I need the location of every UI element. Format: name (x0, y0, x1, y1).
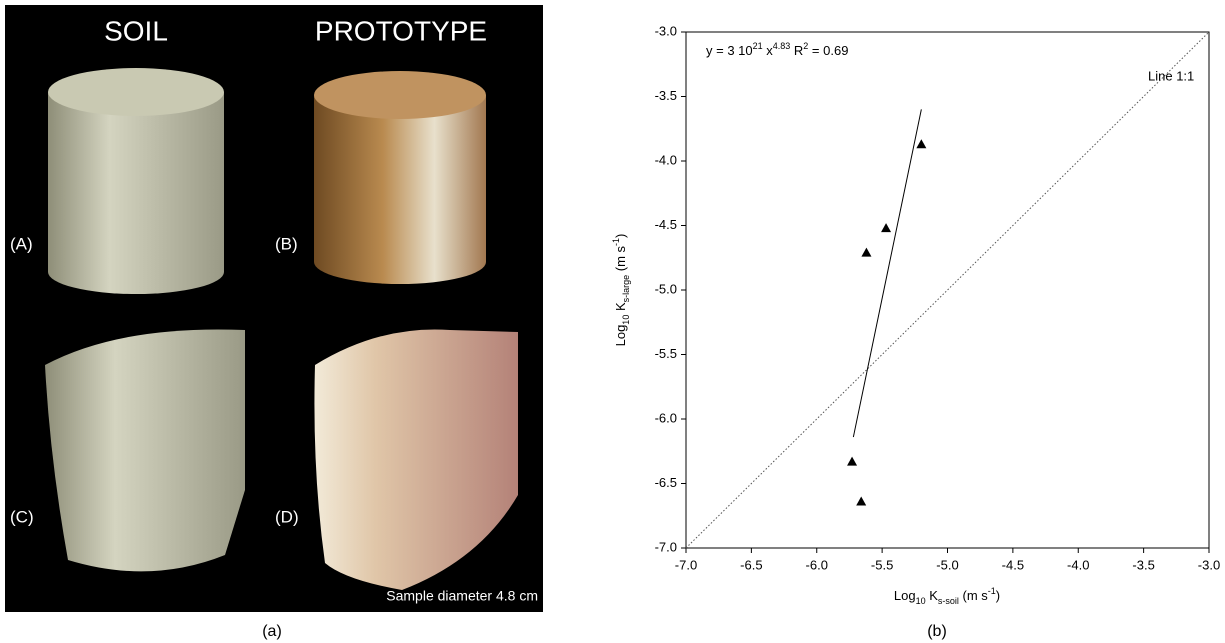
y-label-part: 10 (621, 315, 631, 325)
x-tick-label: -5.0 (936, 557, 958, 572)
y-tick-label: -7.0 (655, 539, 677, 554)
column-title: PROTOTYPE (315, 15, 487, 46)
x-label-part: (m s (959, 588, 988, 603)
x-tick-label: -3.5 (1132, 557, 1154, 572)
y-label-part: ) (613, 234, 628, 238)
x-label-part: 10 (916, 596, 926, 606)
x-label-part: s-soil (938, 596, 959, 606)
soil-cylinder (48, 92, 224, 294)
y-tick-label: -5.0 (655, 281, 677, 296)
y-tick-label: -3.5 (655, 88, 677, 103)
x-tick-label: -4.5 (1002, 557, 1024, 572)
y-tick-label: -6.0 (655, 410, 677, 425)
y-label-part: s-large (621, 275, 631, 303)
panel-label: (B) (275, 234, 298, 253)
caption: Sample diameter 4.8 cm (386, 588, 538, 604)
y-tick-label: -5.5 (655, 346, 677, 361)
y-tick-label: -3.0 (655, 23, 677, 38)
annotation-part: y = 3 10 (706, 43, 753, 58)
point (881, 223, 892, 233)
x-label: Log10 Ks-soil (m s-1) (894, 586, 1000, 606)
x-tick-label: -6.5 (740, 557, 762, 572)
y-label-part: K (613, 302, 628, 315)
annotation-part: x (763, 43, 774, 58)
annotation-part: R (790, 43, 803, 58)
y-tick-label: -4.0 (655, 152, 677, 167)
point (916, 139, 927, 149)
x-label-part: Log (894, 588, 916, 603)
soil-cut (45, 329, 245, 572)
figure-label: (b) (927, 623, 947, 640)
identity-line (685, 31, 1210, 549)
y-label: Log10 Ks-large (m s-1) (611, 234, 631, 347)
annotation-part: 2 (803, 41, 808, 51)
x-label-part: ) (996, 588, 1000, 603)
x-label-part: K (926, 588, 939, 603)
point (861, 247, 872, 257)
y-tick-label: -6.5 (655, 475, 677, 490)
y-label-part: -1 (611, 238, 621, 246)
annotation-part: 21 (753, 41, 763, 51)
x-label-part: -1 (988, 586, 996, 596)
x-tick-label: -5.5 (871, 557, 893, 572)
y-tick-label: -4.5 (655, 217, 677, 232)
x-tick-label: -7.0 (675, 557, 697, 572)
x-tick-label: -3.0 (1198, 557, 1220, 572)
fit-line (852, 109, 922, 438)
figure-label: (a) (262, 623, 282, 640)
annotation-part: = 0.69 (808, 43, 848, 58)
photo-panel: SOIL PROTOTYPE (A) (B) (C) (D) Sample di… (5, 5, 543, 612)
prototype-cut (314, 329, 518, 590)
annotation: y = 3 1021 x4.83 R2 = 0.69 (706, 41, 848, 58)
x-tick-label: -4.0 (1067, 557, 1089, 572)
soil-top (48, 68, 224, 116)
prototype-cylinder (314, 95, 486, 284)
annotation-part: 4.83 (773, 41, 791, 51)
identity-label: Line 1:1 (1148, 68, 1194, 83)
point (847, 456, 858, 466)
panel-label: (C) (10, 507, 34, 526)
y-label-part: Log (613, 325, 628, 347)
panel-label: (A) (10, 234, 33, 253)
prototype-top (314, 71, 486, 119)
panel-label: (D) (275, 507, 299, 526)
y-label-part: (m s (613, 245, 628, 274)
x-tick-label: -6.0 (806, 557, 828, 572)
column-title: SOIL (104, 15, 168, 46)
point (856, 496, 867, 506)
